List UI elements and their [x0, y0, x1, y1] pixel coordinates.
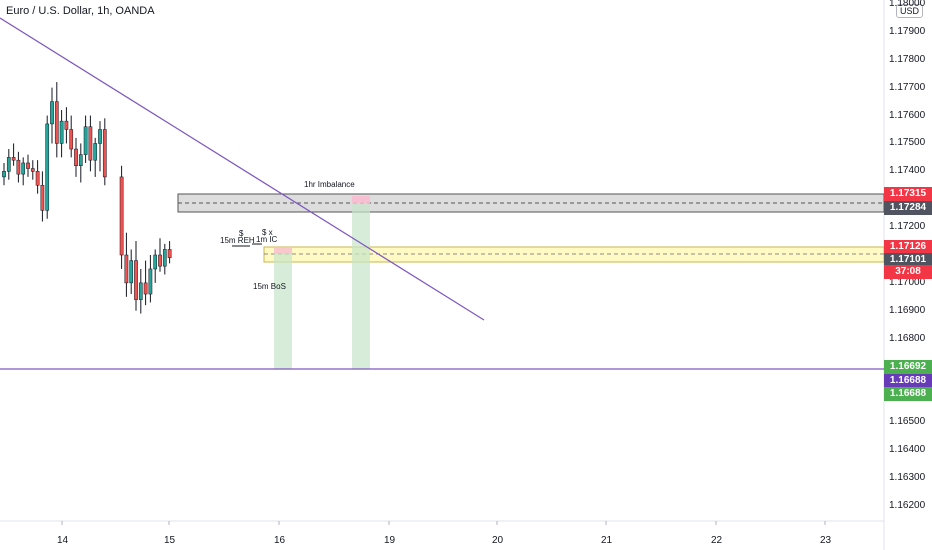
candle-body [102, 129, 107, 178]
candle-body [162, 249, 167, 267]
candle-body [11, 157, 16, 161]
symbol-title[interactable]: Euro / U.S. Dollar, 1h, OANDA [6, 5, 155, 17]
price-axis-label: 1.16400 [889, 444, 926, 456]
candle-body [16, 159, 21, 175]
candle-body [69, 129, 74, 150]
candle-body [124, 254, 129, 284]
price-tag: 1.17126 [884, 240, 932, 254]
price-axis-label: 1.16500 [889, 416, 926, 428]
candle-body [167, 249, 172, 259]
time-axis-label: 22 [711, 535, 723, 546]
price-axis-label: 1.16900 [889, 304, 926, 316]
price-axis-label: 1.17500 [889, 137, 926, 149]
candle-body [6, 157, 11, 172]
candle-body [83, 126, 88, 155]
stop-zone-2 [352, 196, 370, 203]
price-tag: 37:08 [884, 265, 932, 279]
candle-body [26, 162, 30, 169]
candle-body [134, 260, 138, 300]
candle-body [21, 162, 26, 175]
candle-body [78, 154, 83, 167]
candle-body [74, 148, 78, 167]
candle-body [143, 282, 148, 295]
candle-body [153, 254, 158, 270]
candle-body [40, 185, 45, 211]
candle-body [2, 171, 6, 178]
time-axis-label: 23 [820, 535, 832, 546]
candle-body [64, 120, 69, 130]
candle-body [30, 168, 35, 172]
bos-label: 15m BoS [253, 282, 286, 291]
candle-body [148, 268, 153, 295]
time-axis-label: 21 [601, 535, 613, 546]
candle-body [50, 101, 54, 125]
candle-body [158, 254, 162, 267]
reh-label: 15m REH [220, 236, 255, 245]
candle-body [35, 171, 40, 186]
imbalance-label: 1hr Imbalance [304, 180, 355, 189]
time-axis-label: 15 [164, 535, 176, 546]
price-tag: 1.16688 [884, 387, 932, 401]
ic-label: 1m IC [256, 235, 278, 244]
reh-dollar-label: $ [239, 229, 244, 238]
price-axis-label: 1.17900 [889, 25, 926, 37]
price-tag: 1.16692 [884, 360, 932, 374]
candle-body [54, 101, 59, 144]
time-axis-label: 19 [384, 535, 396, 546]
candle-body [98, 129, 102, 144]
trendline [0, 17, 485, 321]
price-axis-label: 1.17200 [889, 221, 926, 233]
time-axis-label: 14 [57, 535, 69, 546]
target-zone-2 [352, 203, 370, 369]
price-tag: 1.17315 [884, 187, 932, 201]
price-axis-label: 1.16800 [889, 332, 926, 344]
stop-zone-1 [274, 247, 292, 254]
price-axis-label: 1.17700 [889, 81, 926, 93]
candle-body [129, 260, 134, 284]
price-axis-label: 1.17000 [889, 276, 926, 288]
candle-body [59, 120, 64, 144]
price-axis-label: 1.17400 [889, 165, 926, 177]
price-axis-label: 1.18000 [889, 0, 926, 9]
price-tag: 1.17101 [884, 253, 932, 267]
candle-body [119, 176, 124, 256]
candle-body [93, 143, 98, 161]
candle-body [138, 282, 143, 300]
candle-body [45, 123, 50, 211]
candle-body [88, 126, 93, 161]
price-tag: 1.17284 [884, 201, 932, 215]
price-axis-label: 1.17800 [889, 53, 926, 65]
price-axis-label: 1.16200 [889, 500, 926, 511]
price-axis-label: 1.17600 [889, 109, 926, 121]
time-axis-label: 20 [492, 535, 504, 546]
ic-marker-label: $ x [262, 228, 273, 237]
target-zone-1 [274, 254, 292, 369]
time-axis-label: 16 [274, 535, 286, 546]
price-tag: 1.16688 [884, 374, 932, 388]
price-axis-label: 1.16300 [889, 472, 926, 484]
currency-button[interactable]: USD [896, 4, 924, 18]
